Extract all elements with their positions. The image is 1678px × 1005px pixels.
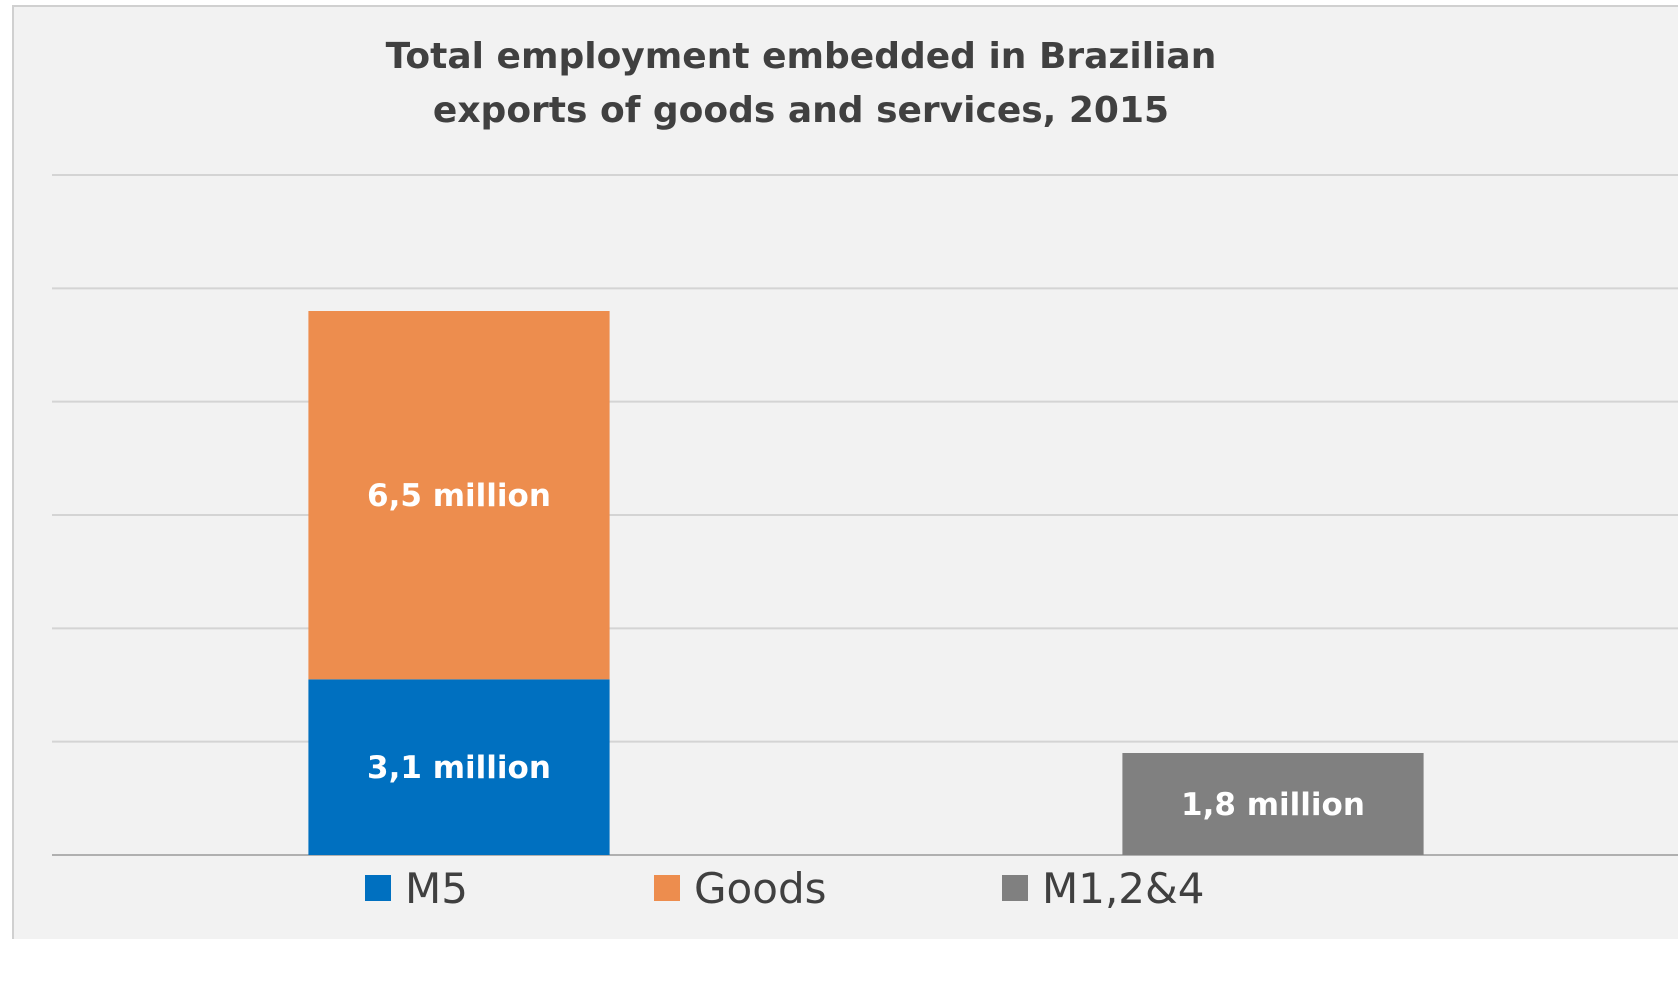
bar-goods (308, 311, 610, 680)
legend-label-m5: M5 (405, 864, 468, 913)
chart-title-line-1: Total employment embedded in Brazilian (386, 36, 1217, 77)
legend-swatch-m5 (365, 875, 391, 901)
legend-swatch-m1-2-4 (1002, 875, 1028, 901)
legend: M5 Goods M1,2&4 (365, 864, 1205, 913)
legend-label-goods: Goods (694, 864, 826, 913)
legend-swatch-goods (654, 875, 680, 901)
data-label-m1-2-4: 1,8 million (1181, 787, 1365, 823)
chart-svg: Total employment embedded in Brazilian e… (52, 36, 1678, 913)
chart-frame: Total employment embedded in Brazilian e… (12, 5, 1678, 939)
data-labels: 3,1 million 6,5 million 1,8 million (367, 478, 1365, 823)
bars (308, 311, 1424, 855)
data-label-m5: 3,1 million (367, 750, 551, 786)
data-label-goods: 6,5 million (367, 478, 551, 514)
chart-title-line-2: exports of goods and services, 2015 (433, 90, 1169, 131)
legend-label-m1-2-4: M1,2&4 (1042, 864, 1205, 913)
bar-m1-2-4 (1122, 753, 1424, 855)
gridlines (52, 174, 1678, 856)
bar-m5 (308, 679, 610, 855)
